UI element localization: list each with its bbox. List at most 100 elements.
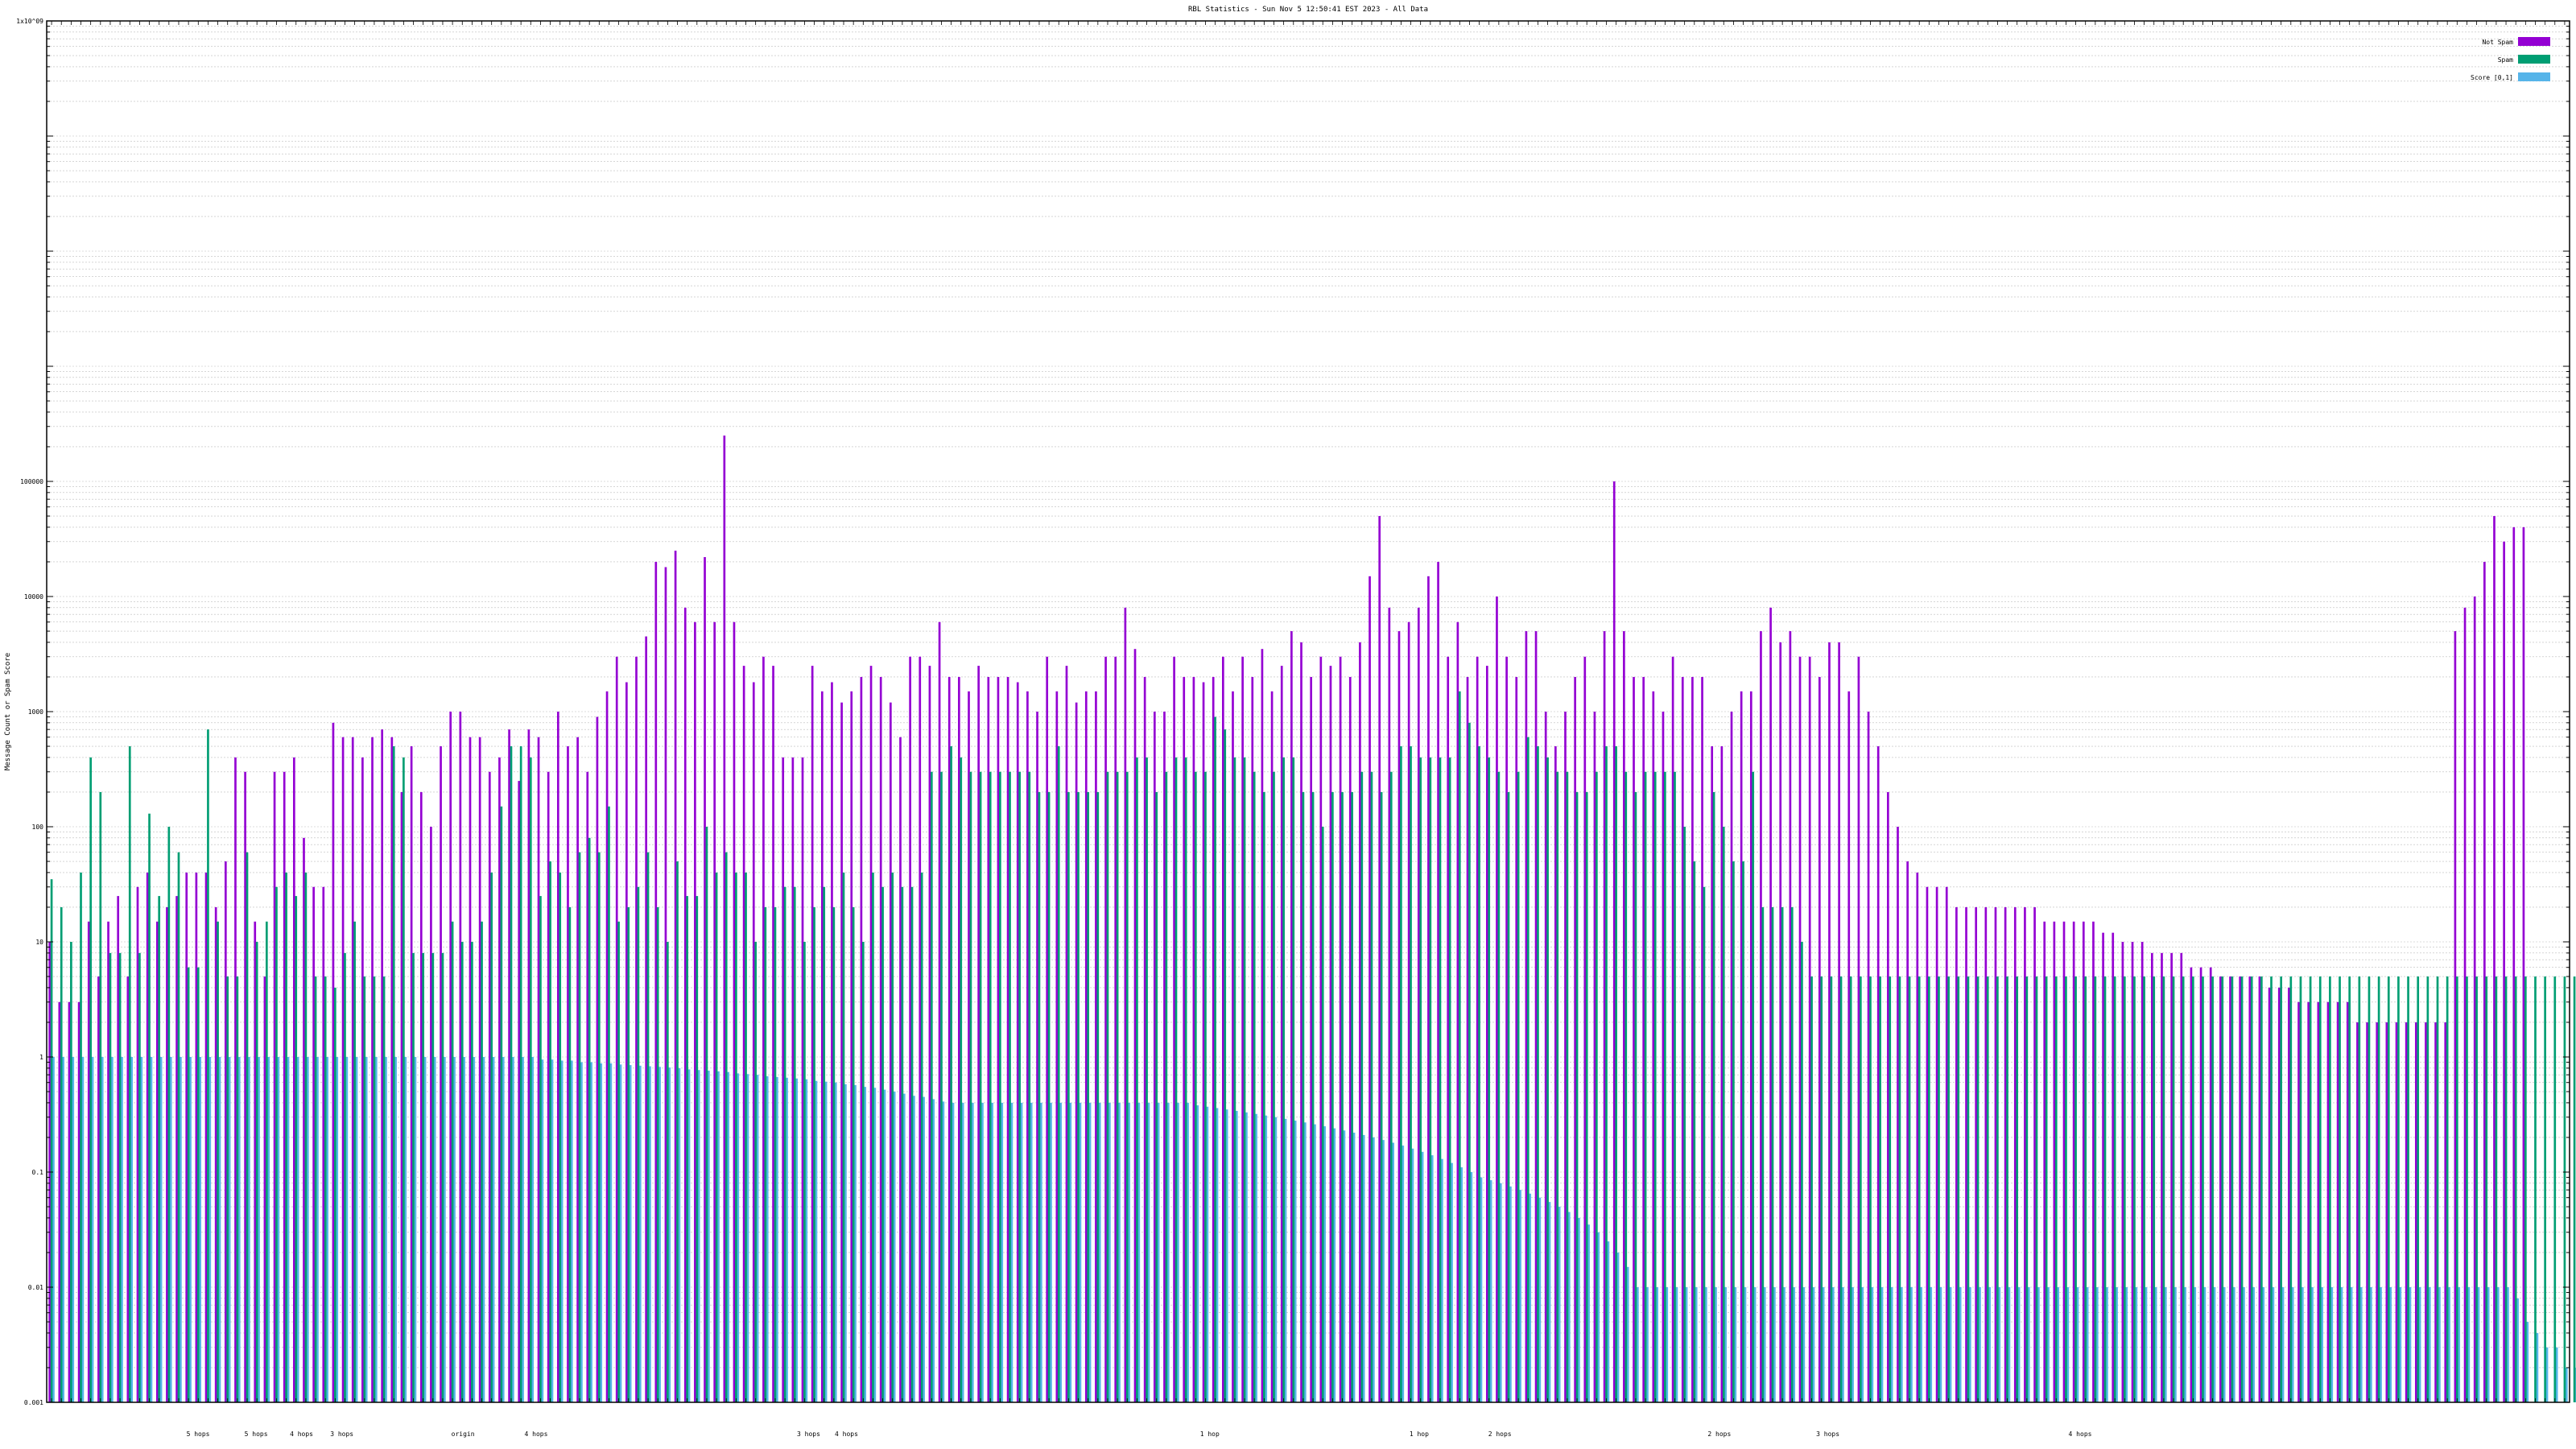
bar-spam bbox=[2103, 976, 2107, 1402]
bar-not-spam bbox=[869, 666, 873, 1402]
bar-score bbox=[2095, 1287, 2099, 1402]
bar-not-spam bbox=[2033, 906, 2036, 1402]
bar-score bbox=[2467, 1287, 2471, 1402]
bar-not-spam bbox=[155, 921, 159, 1402]
bar-not-spam bbox=[742, 666, 745, 1402]
bar-spam bbox=[715, 872, 718, 1402]
bar-score bbox=[2116, 1287, 2118, 1402]
bar-spam bbox=[167, 827, 171, 1402]
bar-score bbox=[1666, 1287, 1669, 1402]
bar-not-spam bbox=[117, 896, 120, 1402]
bar-spam bbox=[2368, 976, 2371, 1402]
bar-spam bbox=[2231, 976, 2234, 1402]
bar-not-spam bbox=[1515, 676, 1518, 1402]
bar-not-spam bbox=[1769, 607, 1772, 1402]
bar-not-spam bbox=[625, 682, 628, 1402]
bar-score bbox=[2008, 1287, 2011, 1402]
bar-score bbox=[727, 1071, 729, 1402]
bars bbox=[48, 436, 2576, 1403]
bar-spam bbox=[2113, 976, 2116, 1402]
legend-label-score: Score [0,1] bbox=[2471, 74, 2513, 81]
bar-not-spam bbox=[1476, 656, 1479, 1402]
bar-score bbox=[1333, 1128, 1336, 1402]
bar-spam bbox=[2074, 976, 2077, 1402]
bar-not-spam bbox=[459, 712, 462, 1402]
bar-not-spam bbox=[1339, 656, 1342, 1402]
bar-score bbox=[1831, 1287, 1835, 1402]
bar-spam bbox=[138, 952, 141, 1402]
bar-score bbox=[1392, 1142, 1394, 1402]
bar-score bbox=[91, 1057, 94, 1402]
bar-score bbox=[2037, 1287, 2040, 1402]
bar-score bbox=[1020, 1102, 1023, 1402]
bar-score bbox=[1470, 1172, 1473, 1402]
bar-not-spam bbox=[400, 791, 403, 1402]
bar-spam bbox=[2016, 976, 2019, 1402]
bar-spam bbox=[207, 729, 209, 1402]
bar-score bbox=[2291, 1287, 2294, 1402]
bar-spam bbox=[1488, 757, 1491, 1402]
bar-spam bbox=[1370, 771, 1373, 1402]
bar-not-spam bbox=[977, 666, 980, 1402]
bar-not-spam bbox=[2434, 1022, 2437, 1402]
bar-not-spam bbox=[947, 676, 951, 1402]
bar-not-spam bbox=[1427, 576, 1430, 1402]
bar-spam bbox=[422, 952, 425, 1402]
bar-spam bbox=[2563, 976, 2566, 1402]
bar-spam bbox=[324, 976, 327, 1402]
bar-not-spam bbox=[1026, 691, 1029, 1402]
bar-spam bbox=[1556, 771, 1559, 1402]
bar-not-spam bbox=[136, 886, 139, 1402]
bar-not-spam bbox=[1348, 676, 1352, 1402]
bar-spam bbox=[1624, 771, 1628, 1402]
bar-not-spam bbox=[586, 771, 589, 1402]
bar-score bbox=[795, 1078, 799, 1402]
bar-spam bbox=[754, 942, 758, 1402]
bar-spam bbox=[1703, 886, 1706, 1402]
legend-swatch-spam bbox=[2518, 55, 2550, 64]
bar-spam bbox=[1938, 976, 1940, 1402]
bar-score bbox=[365, 1057, 368, 1402]
bar-score bbox=[1538, 1197, 1542, 1402]
bar-spam bbox=[2358, 976, 2361, 1402]
bar-not-spam bbox=[1163, 712, 1166, 1402]
bar-spam bbox=[2065, 976, 2067, 1402]
bar-score bbox=[2076, 1287, 2079, 1402]
bar-spam bbox=[999, 771, 1001, 1402]
bar-score bbox=[1959, 1287, 1962, 1402]
bar-spam bbox=[764, 906, 767, 1402]
bar-score bbox=[1949, 1287, 1952, 1402]
bar-score bbox=[2458, 1287, 2461, 1402]
bar-not-spam bbox=[733, 621, 736, 1402]
bar-not-spam bbox=[723, 436, 726, 1402]
bar-not-spam bbox=[1906, 861, 1909, 1402]
x-group-label: 2 hops bbox=[1488, 1430, 1512, 1438]
bar-score bbox=[1920, 1287, 1922, 1402]
bar-spam bbox=[2485, 976, 2488, 1402]
bar-spam bbox=[1683, 827, 1686, 1402]
bar-spam bbox=[930, 771, 933, 1402]
bar-score bbox=[375, 1057, 378, 1402]
bar-spam bbox=[2054, 976, 2058, 1402]
bar-not-spam bbox=[1388, 607, 1391, 1402]
bar-score bbox=[1558, 1207, 1561, 1402]
bar-score bbox=[326, 1057, 328, 1402]
bar-not-spam bbox=[2503, 541, 2505, 1402]
bar-score bbox=[111, 1057, 114, 1402]
bar-spam bbox=[1605, 746, 1608, 1402]
bar-spam bbox=[1526, 737, 1530, 1402]
bar-not-spam bbox=[2366, 1022, 2368, 1402]
bar-spam bbox=[285, 872, 287, 1402]
bar-score bbox=[2262, 1287, 2265, 1402]
bar-score bbox=[2536, 1332, 2539, 1402]
bar-spam bbox=[1752, 771, 1755, 1402]
bar-spam bbox=[2240, 976, 2244, 1402]
bar-spam bbox=[2329, 976, 2331, 1402]
bar-spam bbox=[1214, 716, 1216, 1402]
bar-spam bbox=[823, 886, 826, 1402]
bar-score bbox=[2555, 1347, 2558, 1402]
bar-score bbox=[1284, 1118, 1287, 1402]
bar-spam bbox=[2299, 976, 2302, 1402]
bar-score bbox=[737, 1073, 740, 1402]
bar-spam bbox=[1820, 976, 1823, 1402]
